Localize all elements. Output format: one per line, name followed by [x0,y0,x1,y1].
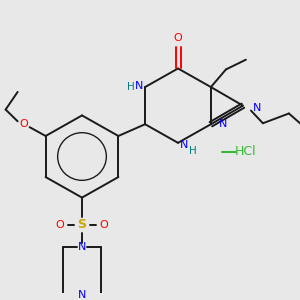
Text: HCl: HCl [235,145,257,158]
Text: O: O [19,119,28,129]
Text: N: N [78,242,86,251]
Text: O: O [174,33,182,43]
Text: N: N [219,119,227,129]
Text: S: S [77,218,86,232]
Text: N: N [135,81,143,91]
Text: N: N [180,140,188,150]
Text: O: O [100,220,108,230]
Text: N: N [78,290,86,300]
Text: O: O [56,220,64,230]
Text: H: H [127,82,135,92]
Text: H: H [189,146,197,156]
Text: N: N [253,103,261,112]
